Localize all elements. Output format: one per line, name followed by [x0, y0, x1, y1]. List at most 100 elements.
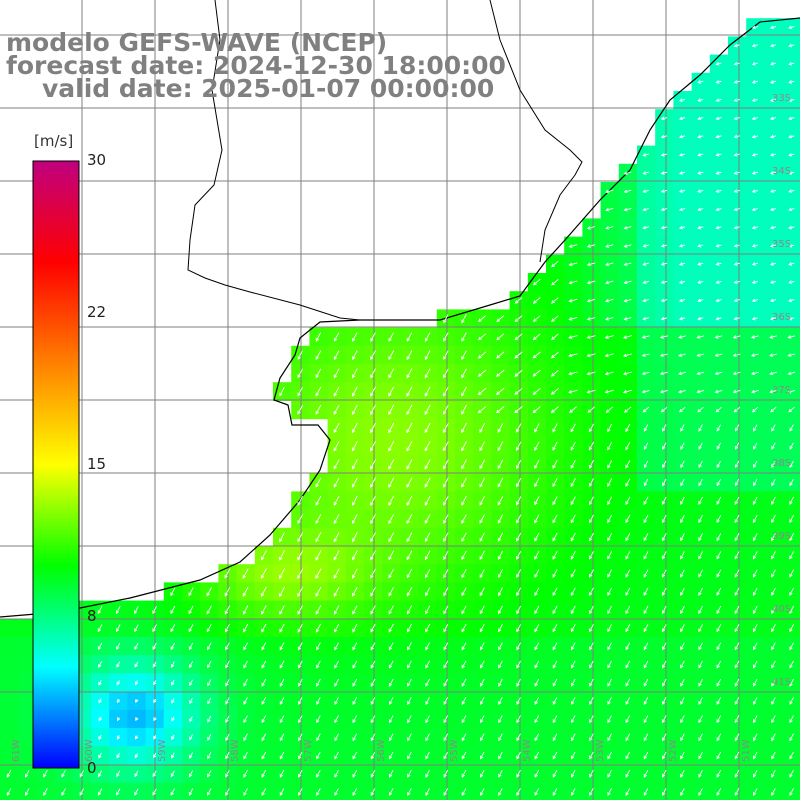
wind-arrow	[170, 661, 175, 668]
wind-arrow	[442, 422, 449, 434]
wind-arrow	[207, 697, 212, 705]
wind-arrow	[117, 717, 121, 722]
wind-arrow	[788, 25, 795, 30]
wind-arrow	[697, 207, 704, 212]
wind-arrow	[696, 335, 705, 339]
wind-arrow	[625, 478, 631, 487]
wind-arrow	[188, 770, 194, 778]
wind-arrow	[753, 442, 758, 450]
wind-arrow	[406, 495, 413, 506]
wind-arrow	[716, 478, 721, 487]
wind-arrow	[207, 660, 212, 669]
wind-arrow	[716, 605, 722, 615]
wind-arrow	[716, 569, 722, 578]
wind-arrow	[623, 298, 632, 303]
wind-arrow	[589, 587, 594, 597]
wind-arrow	[734, 496, 740, 505]
wind-arrow	[514, 315, 523, 323]
wind-arrow	[789, 442, 794, 450]
wind-arrow	[171, 698, 175, 704]
wind-arrow	[789, 424, 794, 432]
wind-arrow	[698, 514, 703, 524]
wind-arrow	[443, 733, 449, 742]
wind-arrow	[716, 551, 722, 560]
wind-arrow	[698, 788, 703, 796]
wind-arrow	[751, 189, 759, 193]
wind-arrow	[388, 678, 394, 687]
wind-arrow	[134, 752, 139, 759]
wind-arrow	[661, 697, 667, 705]
wind-arrow	[570, 769, 576, 778]
wind-arrow	[152, 661, 157, 668]
wind-arrow	[715, 61, 722, 66]
wind-arrow	[680, 697, 685, 705]
wind-arrow	[388, 769, 394, 778]
wind-arrow	[497, 587, 503, 597]
wind-arrow	[497, 569, 503, 579]
wind-arrow	[607, 605, 612, 615]
wind-arrow	[733, 280, 740, 284]
wind-arrow	[315, 477, 322, 488]
wind-arrow	[732, 335, 741, 339]
wind-arrow	[516, 678, 521, 687]
wind-arrow	[570, 496, 576, 506]
wind-arrow	[388, 495, 395, 506]
wind-arrow	[753, 715, 758, 724]
wind-arrow	[625, 678, 631, 687]
wind-arrow	[716, 788, 722, 796]
wind-arrow	[406, 332, 413, 342]
wind-arrow	[570, 587, 576, 597]
wind-arrow	[461, 660, 467, 669]
wind-arrow	[643, 442, 649, 450]
wind-arrow	[552, 715, 558, 724]
wind-arrow	[643, 642, 649, 651]
wind-arrow	[552, 478, 558, 488]
wind-arrow	[680, 551, 685, 560]
wind-arrow	[225, 678, 230, 687]
wind-arrow	[370, 477, 376, 488]
wind-arrow	[461, 477, 467, 488]
wind-arrow	[788, 298, 795, 303]
wind-arrow	[771, 514, 776, 524]
wind-arrow	[225, 715, 230, 723]
colorbar	[32, 160, 80, 769]
wind-arrow	[388, 788, 394, 796]
wind-arrow	[98, 698, 102, 704]
wind-arrow	[315, 605, 322, 615]
wind-arrow	[424, 386, 431, 397]
wind-arrow	[586, 262, 596, 267]
wind-arrow	[388, 550, 394, 561]
wind-arrow	[279, 660, 285, 669]
wind-arrow	[443, 532, 449, 543]
wind-arrow	[406, 368, 413, 379]
wind-arrow	[153, 698, 157, 704]
wind-arrow	[787, 353, 796, 357]
wind-arrow	[568, 335, 578, 339]
wind-arrow	[534, 496, 540, 506]
wind-arrow	[570, 532, 576, 542]
wind-arrow	[534, 751, 540, 760]
wind-arrow	[751, 152, 759, 157]
wind-arrow	[716, 642, 722, 651]
wind-arrow	[715, 225, 722, 230]
wind-arrow	[115, 605, 121, 615]
wind-arrow	[79, 788, 85, 796]
lat-label: 36S	[772, 312, 791, 323]
wind-arrow	[461, 696, 467, 706]
wind-arrow	[297, 660, 303, 669]
wind-arrow	[680, 678, 685, 687]
wind-arrow	[461, 459, 467, 470]
wind-arrow	[498, 715, 503, 724]
wind-arrow	[622, 335, 633, 339]
wind-arrow	[297, 605, 303, 615]
wind-arrow	[279, 386, 285, 397]
wind-arrow	[352, 350, 358, 361]
wind-arrow	[297, 696, 303, 706]
wind-arrow	[678, 335, 687, 339]
wind-arrow	[697, 243, 704, 248]
wind-arrow	[534, 642, 540, 651]
wind-arrow	[623, 189, 632, 194]
wind-arrow	[570, 605, 576, 615]
wind-arrow	[461, 386, 467, 397]
wind-arrow	[407, 751, 412, 760]
